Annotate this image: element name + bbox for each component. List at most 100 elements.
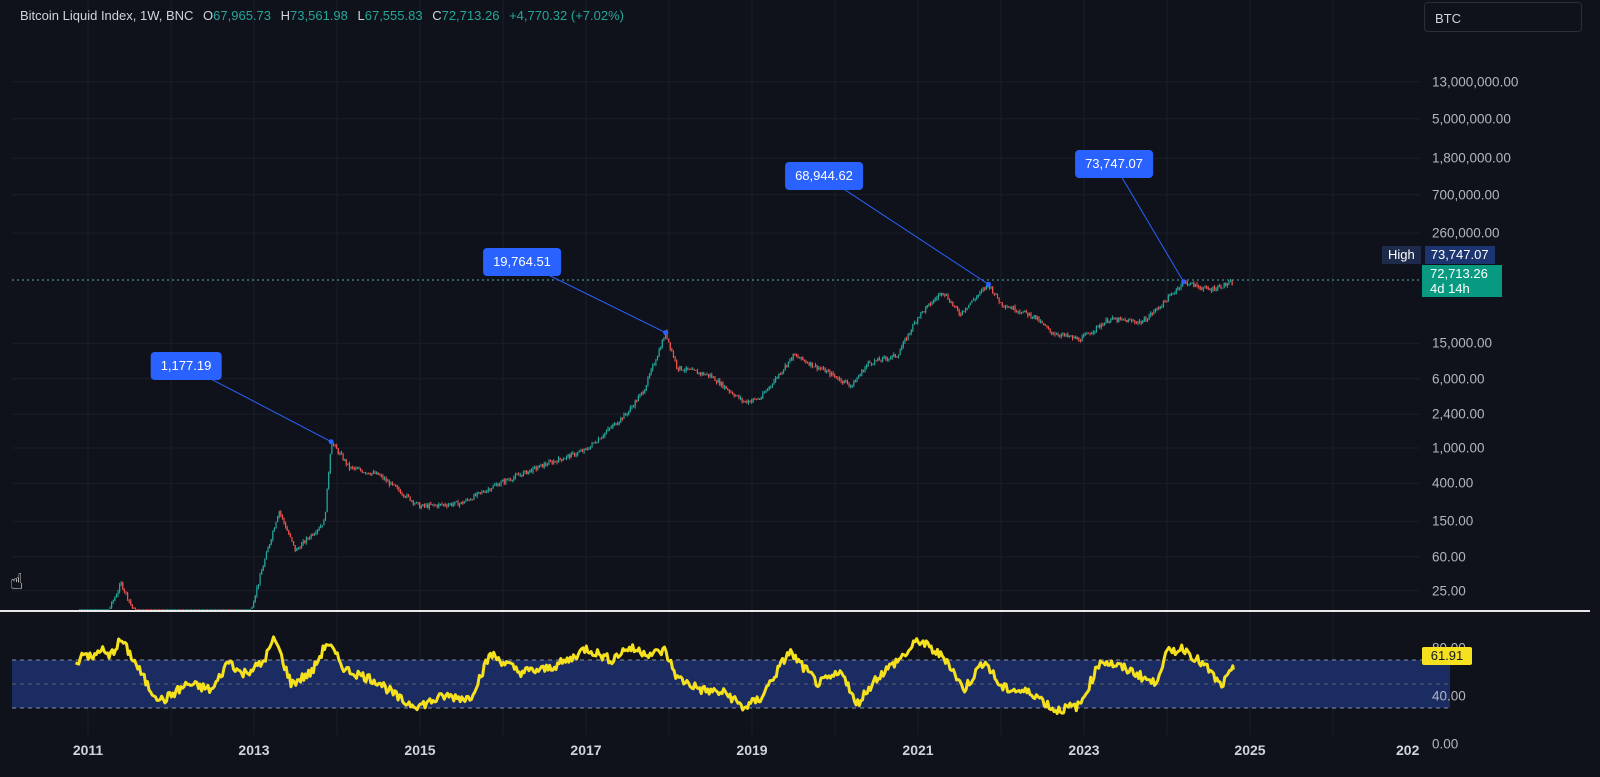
high-tag-value: 73,747.07 xyxy=(1424,246,1495,264)
candle-body xyxy=(829,370,831,376)
candle xyxy=(171,609,173,610)
candle xyxy=(1150,311,1152,318)
candle xyxy=(369,472,371,476)
candle xyxy=(605,429,608,435)
symbol-search-box[interactable]: BTC xyxy=(1424,2,1582,32)
candle-body xyxy=(339,452,341,454)
candle xyxy=(610,425,612,429)
candle-body xyxy=(743,401,745,403)
candle-body xyxy=(896,356,898,358)
candle-body xyxy=(356,468,359,469)
candle-body xyxy=(1202,288,1204,290)
candle-body xyxy=(875,360,877,362)
candle xyxy=(213,609,215,610)
candle xyxy=(1004,304,1007,310)
candle-body xyxy=(428,503,430,508)
candle xyxy=(269,543,271,549)
candle xyxy=(1036,315,1038,321)
candle-body xyxy=(1091,332,1093,335)
candle xyxy=(123,588,125,594)
candle xyxy=(1162,300,1165,308)
candle-body xyxy=(776,377,778,379)
candle xyxy=(929,301,932,307)
candle xyxy=(1116,317,1118,324)
candle-body xyxy=(1218,285,1220,287)
candle xyxy=(262,565,264,572)
candle xyxy=(1000,301,1002,303)
candle xyxy=(422,504,424,507)
candle-body xyxy=(783,369,785,372)
candle xyxy=(886,356,888,362)
candle xyxy=(1218,283,1220,288)
candle xyxy=(1079,338,1082,343)
candle-body xyxy=(885,357,887,359)
candle-body xyxy=(543,463,545,468)
candle xyxy=(757,397,759,400)
candle xyxy=(738,394,740,400)
candle-body xyxy=(529,469,531,472)
candle-body xyxy=(516,474,518,476)
candle-body xyxy=(623,413,625,419)
candle xyxy=(829,369,831,378)
candle xyxy=(1164,299,1166,303)
candle-body xyxy=(945,294,948,296)
candle xyxy=(1223,282,1225,289)
candle-body xyxy=(1164,300,1166,302)
candle-body xyxy=(925,307,927,312)
candle xyxy=(1213,284,1216,291)
candle xyxy=(741,397,743,404)
candle xyxy=(246,609,248,610)
candle-body xyxy=(1011,307,1013,310)
candle-body xyxy=(918,316,920,318)
candle xyxy=(1172,292,1174,295)
candle xyxy=(358,466,360,470)
candle-body xyxy=(399,490,402,494)
candle xyxy=(1046,325,1048,329)
candle-body xyxy=(604,432,606,436)
candle-body xyxy=(162,609,164,610)
candle-body xyxy=(894,354,896,357)
candle-body xyxy=(1055,334,1058,336)
time-tick-label: 2025 xyxy=(1234,742,1266,758)
candle-body xyxy=(1177,287,1179,290)
candle-body xyxy=(648,374,651,378)
candle-body xyxy=(958,310,960,315)
candle-body xyxy=(262,566,264,571)
candle-body xyxy=(294,544,296,552)
candle xyxy=(743,400,745,403)
candle-body xyxy=(553,461,555,464)
candle xyxy=(897,354,900,359)
candle xyxy=(679,365,681,372)
candle-body xyxy=(1204,286,1206,289)
candle-body xyxy=(650,369,652,375)
candle-body xyxy=(181,609,183,610)
candle xyxy=(802,356,804,361)
candle-body xyxy=(570,453,572,458)
low-value: 67,555.83 xyxy=(364,8,423,23)
candle xyxy=(945,293,948,297)
candle xyxy=(968,304,970,309)
candle xyxy=(458,502,461,509)
candle xyxy=(205,609,207,610)
candle xyxy=(843,380,845,384)
candle-body xyxy=(814,364,817,367)
candle xyxy=(476,491,478,499)
candle-body xyxy=(870,362,872,365)
candle-body xyxy=(725,386,727,389)
candle xyxy=(337,448,339,455)
candle-body xyxy=(454,501,456,504)
candle xyxy=(194,609,196,610)
candle xyxy=(545,461,547,467)
candle-body xyxy=(321,525,323,527)
candle-body xyxy=(798,357,801,359)
candle xyxy=(1209,287,1211,291)
candle-body xyxy=(752,398,754,401)
candle-body xyxy=(1145,317,1147,321)
peak-label: 68,944.62 xyxy=(785,162,863,190)
candle xyxy=(577,451,579,457)
candle-body xyxy=(1075,336,1077,339)
candle-body xyxy=(881,357,884,361)
candle-body xyxy=(628,410,630,415)
candle-body xyxy=(947,294,949,300)
